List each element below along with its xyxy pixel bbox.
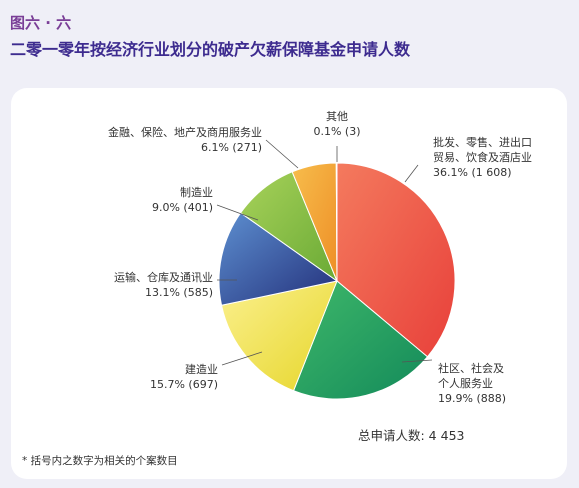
slice-category: 贸易、饮食及酒店业 (433, 150, 532, 164)
slice-category: 金融、保险、地产及商用服务业 (108, 125, 262, 139)
slice-value: 15.7% (697) (150, 378, 218, 391)
pie-slice (218, 212, 339, 306)
slice-value: 19.9% (888) (438, 392, 506, 405)
pie-slice (336, 162, 456, 358)
slice-label: 金融、保险、地产及商用服务业 6.1% (271) (108, 125, 262, 154)
slice-value: 0.1% (3) (313, 125, 360, 138)
leader-line (221, 351, 263, 366)
slice-value: 36.1% (1 608) (433, 166, 512, 179)
slice-category: 建造业 (185, 362, 218, 376)
leader-line (216, 204, 259, 221)
slice-value: 9.0% (401) (152, 201, 213, 214)
slice-category: 社区、社会及 (438, 361, 504, 375)
slice-label: 批发、零售、进出口贸易、饮食及酒店业 36.1% (1 608) (433, 135, 532, 179)
figure-number: 图六 · 六 (10, 14, 72, 32)
total-applicants: 总申请人数: 4 453 (358, 428, 464, 443)
pie-slice (292, 280, 429, 400)
slice-label: 其他 0.1% (3) (313, 110, 360, 138)
slice-label: 建造业 15.7% (697) (150, 362, 218, 391)
figure-title: 二零一零年按经济行业划分的破产欠薪保障基金申请人数 (10, 40, 411, 59)
slice-category: 运输、仓库及通讯业 (114, 270, 213, 284)
slice-label: 制造业 9.0% (401) (152, 185, 213, 214)
slice-category: 个人服务业 (438, 377, 493, 390)
leader-line (265, 139, 299, 169)
pie-slice (335, 162, 338, 282)
leader-line (401, 359, 433, 363)
slice-value: 6.1% (271) (201, 141, 262, 154)
slice-category: 制造业 (180, 185, 213, 199)
slice-category: 批发、零售、进出口 (433, 135, 532, 149)
leader-line (404, 164, 419, 183)
slice-label: 社区、社会及个人服务业 19.9% (888) (438, 361, 506, 405)
footnote: * 括号内之数字为相关的个案数目 (22, 454, 178, 467)
slice-label: 运输、仓库及通讯业 13.1% (585) (114, 270, 213, 299)
slice-value: 13.1% (585) (145, 286, 213, 299)
slice-category: 其他 (326, 110, 348, 123)
